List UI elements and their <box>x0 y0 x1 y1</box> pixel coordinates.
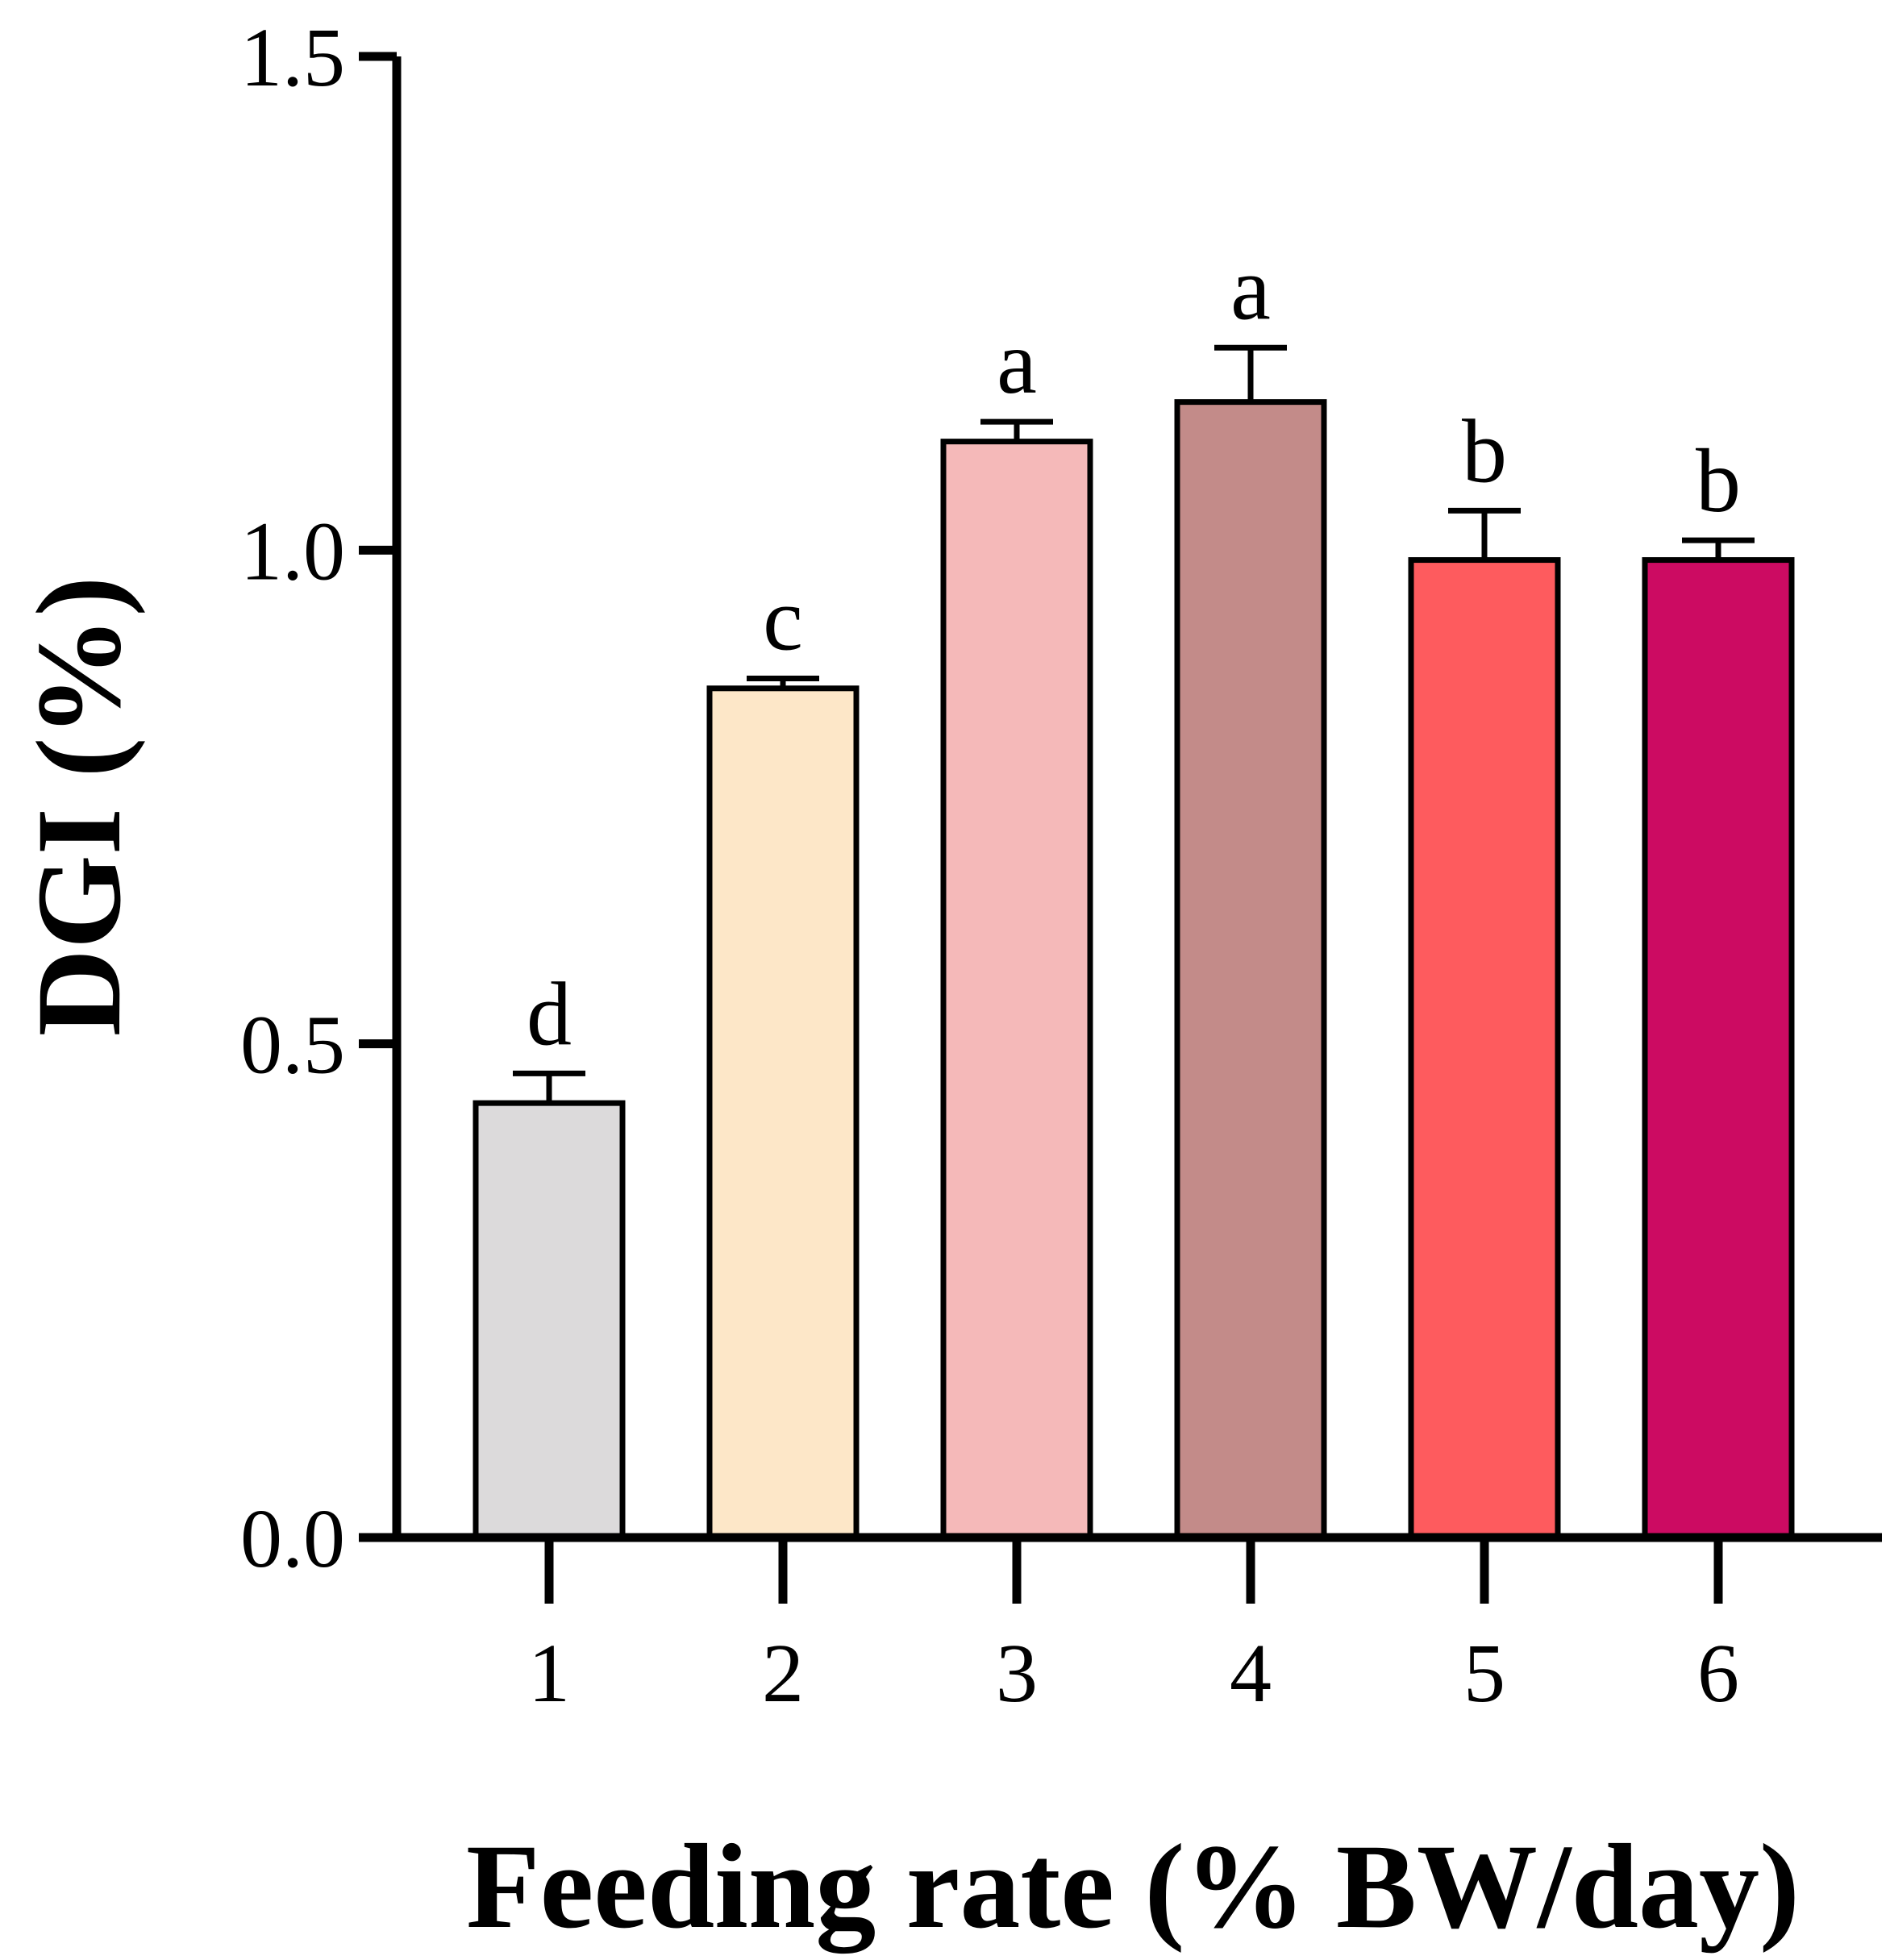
error-bars-layer <box>513 344 1755 1104</box>
y-tick-label: 1.0 <box>240 505 345 597</box>
x-ticks-layer: 1 2 3 4 5 6 <box>528 1538 1739 1720</box>
bar <box>1174 399 1327 1541</box>
x-tick-label: 5 <box>1463 1627 1505 1720</box>
x-tick-label: 3 <box>996 1627 1038 1720</box>
x-axis-title: Feeding rate (% BW/day) <box>466 1820 1800 1954</box>
significance-label: d <box>527 964 572 1064</box>
bar <box>1642 557 1795 1541</box>
bars-layer <box>472 399 1795 1541</box>
y-ticks-layer: 0.0 0.5 1.0 1.5 <box>240 11 397 1585</box>
x-tick-label: 4 <box>1230 1627 1272 1720</box>
significance-label: b <box>1462 402 1507 501</box>
y-tick-label: 1.5 <box>240 11 345 104</box>
x-tick-label: 2 <box>762 1627 804 1720</box>
significance-label: b <box>1696 431 1741 531</box>
y-tick-label: 0.5 <box>240 999 345 1092</box>
x-tick-label: 1 <box>528 1627 570 1720</box>
y-tick-label: 0.0 <box>240 1492 345 1585</box>
significance-label: a <box>997 313 1037 413</box>
bar <box>472 1100 626 1541</box>
axes-layer <box>392 56 1882 1542</box>
bar <box>706 685 860 1541</box>
bar <box>940 439 1093 1541</box>
significance-labels-layer: d c a a b b <box>527 239 1741 1064</box>
y-axis-title: DGI (%) <box>12 576 146 1037</box>
significance-label: c <box>763 570 803 670</box>
bar <box>1408 557 1561 1541</box>
significance-label: a <box>1230 239 1271 339</box>
x-tick-label: 6 <box>1697 1627 1739 1720</box>
